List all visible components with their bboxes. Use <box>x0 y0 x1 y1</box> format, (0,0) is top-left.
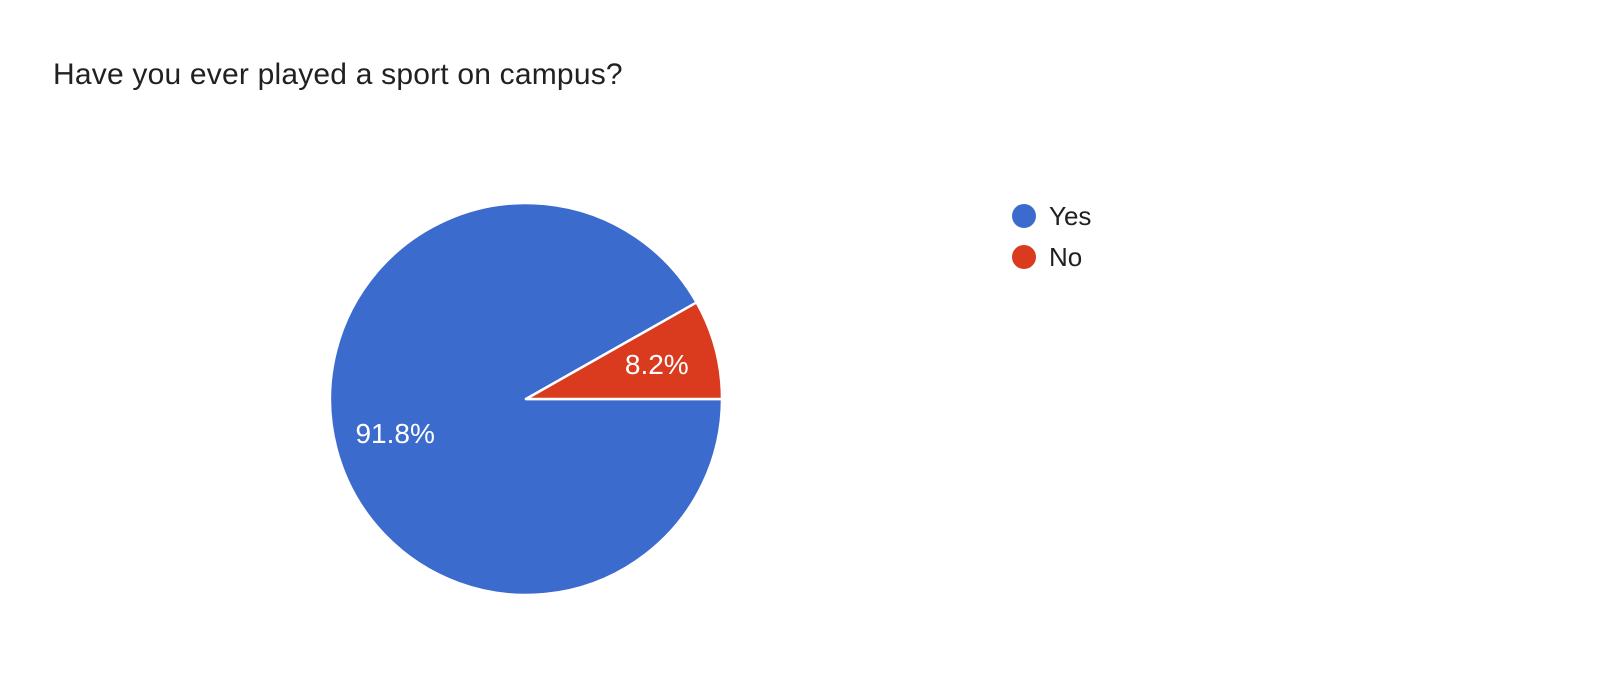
legend-label-no: No <box>1049 241 1083 272</box>
legend-label-yes: Yes <box>1049 200 1092 231</box>
pie-slice-label-yes: 91.8% <box>355 418 434 449</box>
legend-marker-yes-icon <box>1012 204 1036 228</box>
legend-item-no: No <box>1012 241 1091 273</box>
legend: Yes No <box>1012 200 1091 273</box>
pie-slices <box>328 201 724 597</box>
pie-slice-no[interactable] <box>524 301 724 401</box>
legend-marker-no-icon <box>1012 245 1036 269</box>
pie-chart: 91.8% 8.2% <box>328 201 724 597</box>
pie-slice-label-no: 8.2% <box>625 349 689 380</box>
chart-title: Have you ever played a sport on campus? <box>53 58 623 91</box>
legend-item-yes: Yes <box>1012 200 1091 232</box>
